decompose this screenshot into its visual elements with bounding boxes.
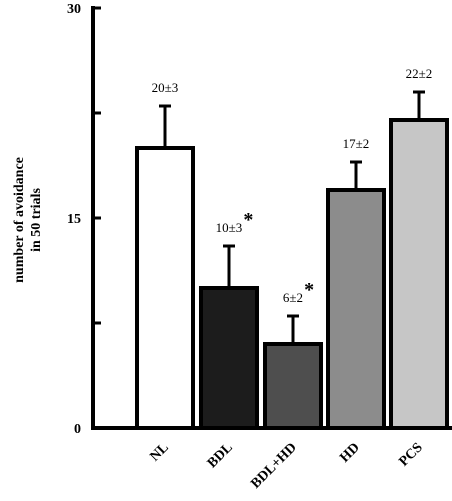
bar-hd bbox=[326, 188, 386, 430]
value-label: 10±3 bbox=[216, 220, 243, 235]
bar-bdl bbox=[199, 286, 259, 430]
x-tick-label: PCS bbox=[397, 440, 426, 469]
bar-nl bbox=[135, 146, 195, 430]
bar-pcs bbox=[389, 118, 449, 430]
x-tick-label: NL bbox=[147, 440, 171, 464]
y-tick-label: 0 bbox=[74, 422, 81, 437]
x-tick-label: HD bbox=[337, 440, 362, 465]
significance-star: * bbox=[243, 209, 253, 231]
x-tick-label: BDL+HD bbox=[248, 440, 299, 491]
x-tick-label: BDL bbox=[205, 440, 236, 471]
value-label: 6±2 bbox=[283, 290, 303, 305]
value-label: 22±2 bbox=[406, 66, 433, 81]
bar-bdl-hd bbox=[263, 342, 323, 430]
value-label: 20±3 bbox=[152, 80, 179, 95]
y-tick-label: 30 bbox=[67, 2, 81, 17]
y-tick-label: 15 bbox=[67, 212, 81, 227]
significance-star: * bbox=[304, 279, 314, 301]
value-label: 17±2 bbox=[343, 136, 370, 151]
